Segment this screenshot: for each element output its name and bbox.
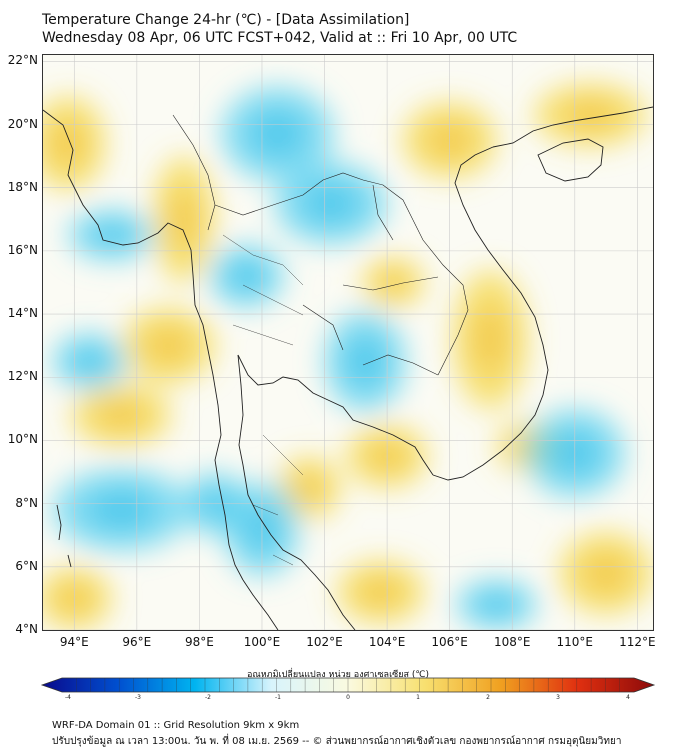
lon-tick-label: 100°E <box>243 635 281 649</box>
andaman-islands <box>56 504 72 568</box>
colorbar-label: อุณหภูมิเปลี่ยนแปลง หน่วย องศาเซลเซียส (… <box>246 670 430 680</box>
lat-tick-label: 4°N <box>15 622 38 636</box>
peninsula-west-coast <box>242 579 279 630</box>
warm-anomaly-core <box>293 472 325 504</box>
cool-anomaly-core <box>227 260 266 292</box>
warm-anomaly-core <box>471 304 510 375</box>
warm-anomaly-core <box>562 99 619 131</box>
lat-tick-label: 12°N <box>7 369 38 384</box>
warm-anomaly-core <box>49 119 87 168</box>
province-borders <box>222 234 304 566</box>
colorbar-tick-label: 2 <box>486 694 490 701</box>
colorbar-tick-label: 0 <box>346 694 350 701</box>
cool-anomaly-core <box>344 336 386 387</box>
warm-anomaly-core <box>96 399 147 431</box>
cool-anomaly-core <box>89 222 134 248</box>
lon-tick-label: 104°E <box>368 635 406 649</box>
warm-anomaly-core <box>144 326 192 365</box>
colorbar-tick-label: 3 <box>556 694 560 701</box>
temperature-map <box>42 54 654 631</box>
lat-tick-label: 10°N <box>7 432 38 447</box>
lat-tick-label: 18°N <box>7 179 38 194</box>
lon-tick-label: 98°E <box>184 635 214 649</box>
chart-title: Temperature Change 24-hr (℃) - [Data Ass… <box>42 12 410 28</box>
lat-tick-label: 14°N <box>7 306 38 321</box>
chart-subtitle: Wednesday 08 Apr, 06 UTC FCST+042, Valid… <box>42 30 518 46</box>
lon-tick-label: 94°E <box>59 635 89 649</box>
lat-lon-grid <box>43 55 653 630</box>
warm-anomaly-core <box>358 576 403 608</box>
temperature-field <box>43 83 653 630</box>
warm-anomaly-core <box>582 552 630 594</box>
lat-tick-label: 22°N <box>7 53 38 68</box>
lon-tick-label: 102°E <box>306 635 343 649</box>
vietnam-south-coast <box>432 146 549 481</box>
lon-tick-label: 96°E <box>122 635 152 649</box>
cool-anomaly-core <box>71 347 109 376</box>
lon-tick-label: 106°E <box>431 635 468 649</box>
colorbar-tick-label: -2 <box>205 694 211 701</box>
warm-anomaly-core <box>377 269 409 296</box>
china-coastline <box>492 106 653 148</box>
hainan-island <box>537 138 604 182</box>
colorbar-tick-label: -4 <box>65 694 71 701</box>
lat-tick-label: 6°N <box>15 558 38 573</box>
cool-anomaly-core <box>249 110 306 158</box>
colorbar-tick-label: 4 <box>626 694 630 701</box>
colorbar-tick-label: 1 <box>416 694 420 701</box>
warm-anomaly-core <box>168 187 200 251</box>
cool-anomaly-core <box>86 489 156 531</box>
country-borders <box>172 114 469 376</box>
map-canvas <box>43 55 653 630</box>
lat-tick-label: 16°N <box>7 242 38 257</box>
gulf-of-thailand-coast <box>237 354 434 476</box>
coastlines-borders <box>43 106 653 630</box>
lon-tick-label: 110°E <box>556 635 594 649</box>
peninsula-east-coast <box>237 354 356 630</box>
cool-anomaly-core <box>476 592 517 618</box>
colorbar-tick-label: -3 <box>135 694 141 701</box>
lon-tick-label: 108°E <box>493 635 531 649</box>
colorbar-tick-label: -1 <box>275 694 281 701</box>
lon-tick-label: 112°E <box>619 635 656 649</box>
footer-model-info: WRF-DA Domain 01 :: Grid Resolution 9km … <box>52 720 300 731</box>
cool-anomaly-core <box>302 182 359 225</box>
lat-tick-label: 8°N <box>15 495 38 510</box>
colorbar <box>40 677 656 693</box>
footer-credit: ปรับปรุงข้อมูล ณ เวลา 13:00น. วัน พ. ที่… <box>52 736 622 747</box>
myanmar-coastline <box>43 109 244 581</box>
lat-tick-label: 20°N <box>7 116 38 131</box>
